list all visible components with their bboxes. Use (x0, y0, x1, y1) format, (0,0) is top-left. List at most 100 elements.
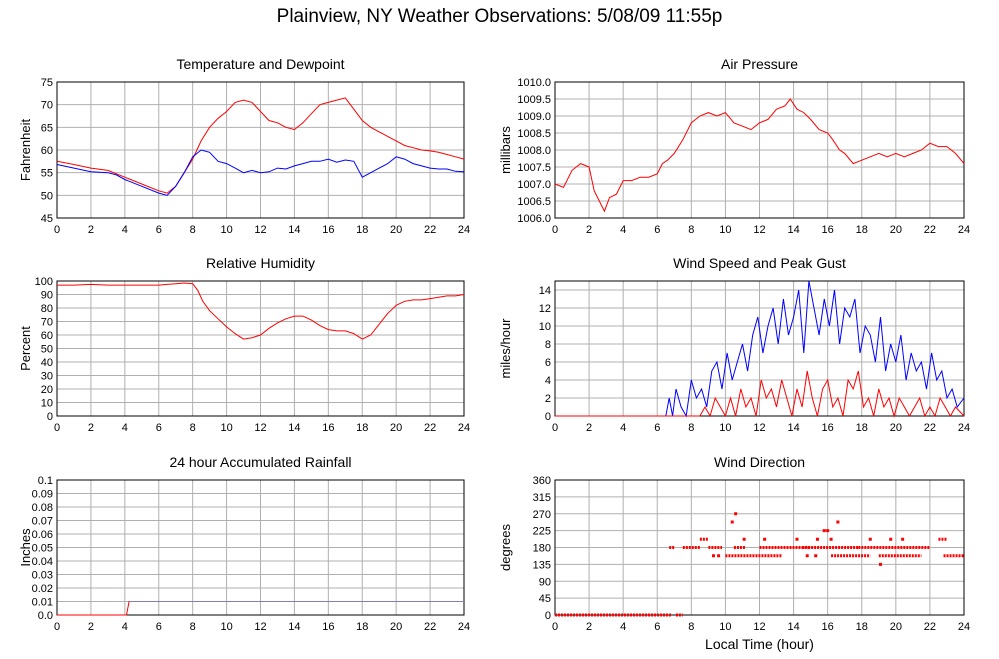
scatter-point (822, 529, 826, 533)
y-tick-label: 70 (41, 100, 53, 112)
scatter-point (826, 529, 830, 533)
x-tick-label: 8 (688, 621, 694, 633)
y-tick-label: 1007.0 (517, 179, 551, 191)
y-axis-label: Percent (18, 326, 33, 371)
y-tick-label: 50 (41, 344, 53, 356)
x-tick-label: 12 (753, 224, 765, 236)
y-tick-label: 90 (539, 576, 551, 588)
y-tick-label: 75 (41, 77, 53, 89)
scatter-point (815, 537, 819, 541)
x-tick-label: 2 (586, 224, 592, 236)
y-tick-label: 30 (41, 371, 53, 383)
y-tick-label: 360 (533, 475, 551, 487)
x-tick-label: 6 (156, 422, 162, 434)
x-tick-label: 2 (88, 422, 94, 434)
scatter-point (829, 537, 833, 541)
panel-title: Relative Humidity (206, 255, 315, 271)
x-tick-label: 18 (856, 422, 868, 434)
panel-rainfall: 0 2 4 6 8 10 12 14 16 18 20 22 240.00.010.020.030.04… (18, 454, 470, 633)
x-tick-label: 18 (856, 224, 868, 236)
y-tick-label: 0 (545, 610, 551, 622)
x-tick-label: 16 (322, 621, 334, 633)
y-tick-label: 10 (41, 398, 53, 410)
scatter-point (742, 537, 746, 541)
x-tick-label: 18 (356, 621, 368, 633)
x-tick-label: 10 (719, 621, 731, 633)
x-tick-label: 2 (586, 621, 592, 633)
y-tick-label: 0.02 (32, 583, 53, 595)
scatter-point (730, 520, 734, 524)
x-tick-label: 0 (54, 224, 60, 236)
x-tick-label: 2 (586, 422, 592, 434)
plot-frame (56, 81, 465, 219)
scatter-point (868, 537, 872, 541)
scatter-point (814, 554, 818, 558)
panel-title: 24 hour Accumulated Rainfall (169, 454, 351, 470)
x-tick-label: 16 (822, 224, 834, 236)
y-tick-label: 270 (533, 509, 551, 521)
y-tick-label: 40 (41, 357, 53, 369)
x-tick-label: 10 (719, 422, 731, 434)
grid (554, 81, 965, 219)
x-tick-label: 24 (458, 224, 470, 236)
x-tick-label: 14 (288, 224, 300, 236)
x-tick-label: 20 (890, 621, 902, 633)
x-tick-label: 10 (719, 224, 731, 236)
scatter-point (805, 554, 809, 558)
y-tick-label: 1006.0 (517, 213, 551, 225)
y-tick-label: 315 (533, 492, 551, 504)
series-line (57, 282, 465, 340)
y-axis-label: Fahrenheit (18, 119, 33, 182)
series-line (56, 149, 465, 196)
y-axis-label: millibars (498, 126, 513, 174)
y-tick-label: 60 (41, 330, 53, 342)
x-tick-label: 6 (654, 422, 660, 434)
y-tick-label: 1008.0 (517, 145, 551, 157)
y-tick-label: 10 (539, 321, 551, 333)
scatter-point (889, 537, 893, 541)
y-axis-label: Inches (18, 528, 33, 567)
x-tick-label: 18 (856, 621, 868, 633)
y-tick-label: 1007.5 (517, 162, 551, 174)
x-tick-label: 10 (220, 224, 232, 236)
y-tick-label: 55 (41, 168, 53, 180)
y-tick-label: 90 (41, 290, 53, 302)
x-tick-label: 22 (924, 621, 936, 633)
x-tick-label: 2 (88, 224, 94, 236)
x-tick-label: 16 (822, 621, 834, 633)
y-tick-label: 0 (545, 411, 551, 423)
y-tick-label: 0.07 (32, 516, 53, 528)
scatter-point (763, 537, 767, 541)
x-tick-label: 20 (390, 422, 402, 434)
x-tick-label: 10 (220, 422, 232, 434)
y-tick-label: 0.0 (38, 610, 53, 622)
series-line (554, 98, 965, 213)
scatter-point (711, 554, 715, 558)
y-tick-label: 0.03 (32, 570, 53, 582)
page-title: Plainview, NY Weather Observations: 5/08… (276, 6, 723, 27)
x-tick-label: 0 (552, 422, 558, 434)
x-tick-label: 0 (552, 224, 558, 236)
x-tick-label: 18 (356, 422, 368, 434)
x-tick-label: 12 (753, 422, 765, 434)
x-tick-label: 16 (322, 224, 334, 236)
x-tick-label: 14 (288, 621, 300, 633)
plot-frame (554, 280, 965, 417)
y-tick-label: 1006.5 (517, 196, 551, 208)
y-tick-label: 0.06 (32, 529, 53, 541)
y-tick-label: 8 (545, 339, 551, 351)
y-tick-label: 50 (41, 190, 53, 202)
plot-frame (554, 479, 965, 616)
x-tick-label: 22 (424, 621, 436, 633)
y-tick-label: 70 (41, 317, 53, 329)
y-tick-label: 45 (41, 213, 53, 225)
y-axis-label: degrees (498, 524, 513, 571)
x-tick-label: 22 (424, 422, 436, 434)
y-tick-label: 225 (533, 526, 551, 538)
y-tick-label: 4 (545, 375, 551, 387)
x-tick-label: 0 (54, 621, 60, 633)
x-tick-label: 6 (654, 224, 660, 236)
y-tick-label: 14 (539, 285, 551, 297)
panel-humidity: 0 2 4 6 8 10 12 14 16 18 20 22 240102030405060708090… (18, 255, 470, 434)
